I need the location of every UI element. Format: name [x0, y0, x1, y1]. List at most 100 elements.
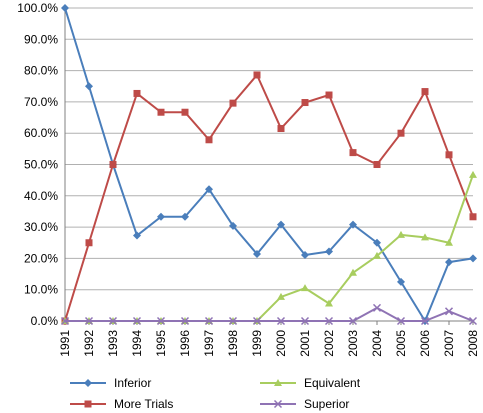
legend-label: More Trials [114, 397, 173, 411]
gridlines [65, 7, 473, 291]
inferior-point [253, 250, 261, 259]
legend-item-superior: Superior [260, 397, 349, 411]
x-tick-label: 2003 [346, 330, 360, 357]
equivalent-point [277, 292, 285, 300]
x-tick-label: 2007 [442, 330, 456, 357]
superior-point [180, 316, 190, 326]
inferior-point [349, 220, 357, 229]
equivalent-point [397, 230, 405, 238]
more-trials-point [133, 89, 141, 97]
more-trials-point [397, 129, 405, 137]
x-tick-label: 1991 [58, 330, 72, 357]
superior-line [65, 306, 474, 322]
superior-point [396, 316, 406, 326]
x-tick-label: 2008 [466, 330, 480, 357]
x-tick-label: 2005 [394, 330, 408, 357]
series-more-trials [61, 71, 477, 325]
y-tick-label: 30.0% [24, 220, 58, 234]
equivalent-point [421, 233, 429, 241]
equivalent-point [301, 284, 309, 292]
inferior-point [205, 185, 213, 194]
more-trials-point [205, 136, 213, 144]
y-tick-label: 20.0% [24, 251, 58, 265]
superior-point [348, 316, 358, 326]
superior-point [108, 316, 118, 326]
more-trials-point [469, 213, 477, 221]
superior-point [468, 316, 478, 326]
x-axis-tick-labels: 1991 1992 1993 1994 1995 1996 1997 1998 1999 2000… [58, 330, 480, 357]
more-trials-point [109, 161, 117, 168]
equivalent-point [469, 170, 477, 178]
x-tick-label: 2000 [274, 330, 288, 357]
superior-point [60, 316, 70, 326]
inferior-point [325, 247, 333, 256]
inferior-point [445, 258, 453, 267]
superior-point [84, 316, 94, 326]
more-trials-point [277, 125, 285, 133]
legend-label: Superior [304, 397, 349, 411]
x-tick-label: 1998 [226, 330, 240, 357]
more-trials-point [373, 161, 381, 168]
series-lines [60, 4, 478, 326]
legend-marker [273, 399, 283, 409]
inferior-point [373, 238, 381, 247]
legend-label: Equivalent [304, 376, 361, 390]
superior-point [132, 316, 142, 326]
y-tick-label: 60.0% [24, 126, 58, 140]
superior-point [204, 316, 214, 326]
y-tick-label: 10.0% [24, 283, 58, 297]
x-tick-label: 1993 [106, 330, 120, 357]
x-tick-label: 1994 [130, 330, 144, 357]
legend-label: Inferior [114, 376, 151, 390]
inferior-point [61, 4, 69, 12]
superior-point [372, 303, 382, 312]
x-tick-label: 1995 [154, 330, 168, 357]
y-tick-label: 80.0% [24, 64, 58, 78]
equivalent-point [373, 251, 381, 259]
equivalent-point [325, 299, 333, 307]
inferior-point [181, 212, 189, 221]
superior-point [444, 307, 454, 316]
legend-item-inferior: Inferior [70, 376, 151, 390]
axes [64, 8, 474, 325]
inferior-point [301, 250, 309, 259]
equivalent-point [349, 268, 357, 276]
more-trials-point [157, 108, 165, 116]
superior-point [228, 316, 238, 326]
legend-item-more-trials: More Trials [70, 397, 173, 411]
inferior-line [64, 7, 474, 322]
more-trials-point [325, 91, 333, 99]
superior-point [300, 316, 310, 326]
superior-point [324, 316, 334, 326]
inferior-point [133, 231, 141, 240]
x-tick-label: 1999 [250, 330, 264, 357]
y-tick-label: 100.0% [17, 1, 58, 15]
x-tick-label: 2004 [370, 330, 384, 357]
equivalent-point [445, 238, 453, 246]
inferior-point [277, 220, 285, 229]
inferior-point [85, 82, 93, 91]
x-tick-label: 2002 [322, 330, 336, 357]
inferior-point [397, 277, 405, 286]
superior-point [276, 316, 286, 326]
x-tick-label: 2006 [418, 330, 432, 357]
more-trials-point [445, 151, 453, 159]
x-tick-label: 1992 [82, 330, 96, 357]
legend: Inferior More Trials Equivalent Superior [70, 376, 361, 411]
more-trials-point [85, 239, 93, 247]
more-trials-point [421, 88, 429, 96]
more-trials-point [349, 149, 357, 157]
legend-marker [274, 379, 282, 386]
more-trials-point [229, 99, 237, 107]
superior-point [156, 316, 166, 326]
series-superior [60, 303, 478, 326]
legend-item-equivalent: Equivalent [260, 376, 361, 390]
more-trials-point [301, 99, 309, 107]
y-tick-label: 90.0% [24, 32, 58, 46]
superior-point [252, 316, 262, 326]
inferior-point [229, 221, 237, 230]
series-inferior [61, 4, 477, 325]
y-tick-label: 40.0% [24, 189, 58, 203]
legend-marker [84, 379, 92, 387]
